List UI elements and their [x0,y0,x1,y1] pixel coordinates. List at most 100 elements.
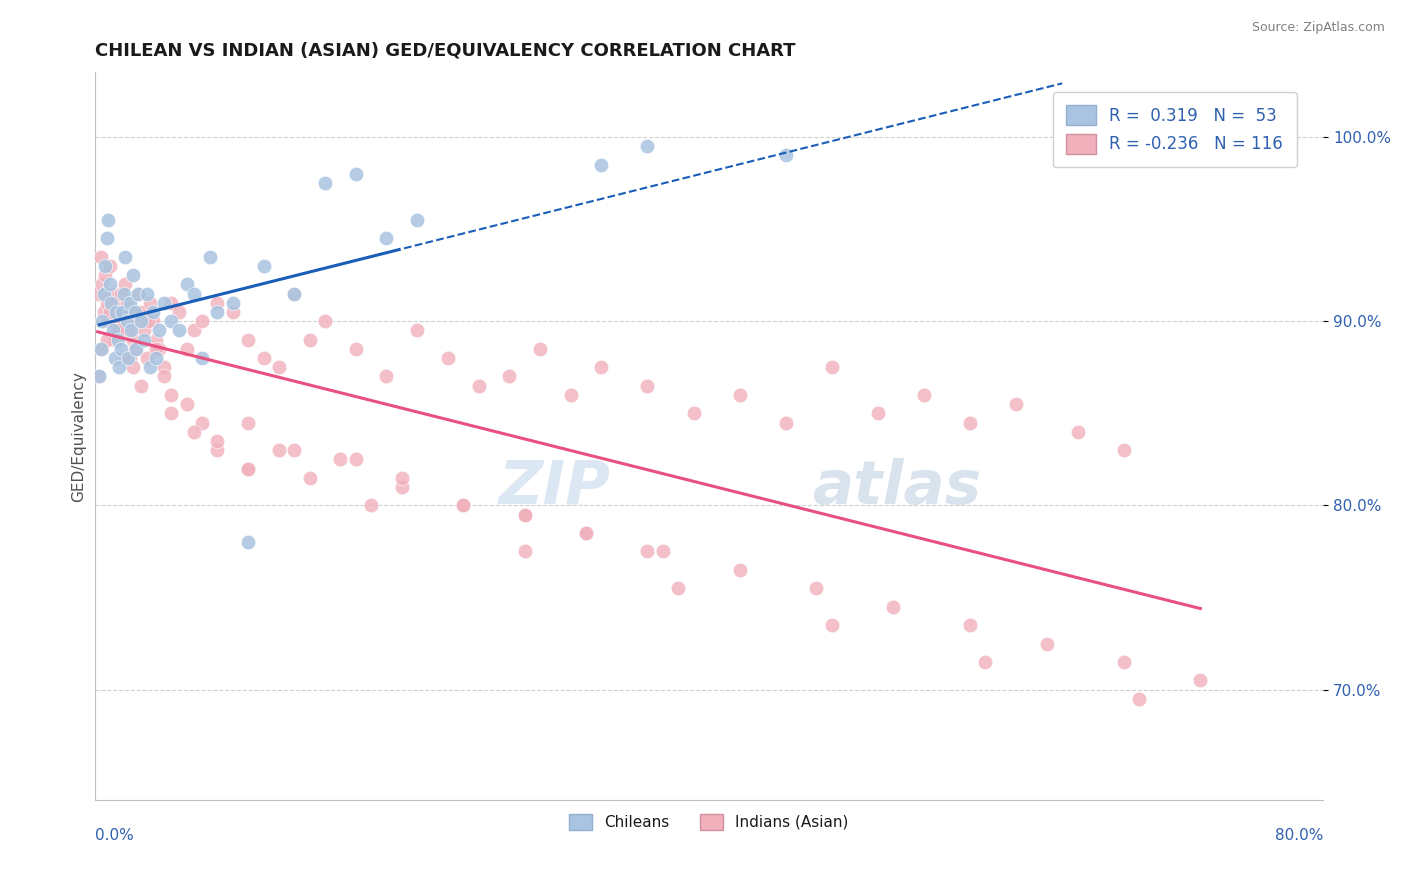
Point [124,305,146,319]
Point [98,305,121,319]
Point [110,286,132,301]
Point [959,618,981,632]
Point [375,231,398,245]
Y-axis label: GED/Equivalency: GED/Equivalency [72,371,86,502]
Point [682,406,704,420]
Point [136,314,159,328]
Point [167,305,190,319]
Point [651,544,673,558]
Point [391,471,413,485]
Point [86,286,108,301]
Point [139,360,162,375]
Point [129,378,152,392]
Point [176,397,198,411]
Point [207,305,229,319]
Point [96,333,118,347]
Point [114,250,136,264]
Point [238,416,260,430]
Point [591,157,613,171]
Point [91,342,114,356]
Point [93,305,115,319]
Point [238,461,260,475]
Point [344,167,367,181]
Point [127,286,149,301]
Point [160,406,183,420]
Point [821,618,844,632]
Point [238,535,260,549]
Point [96,295,118,310]
Point [160,314,183,328]
Point [108,323,131,337]
Point [101,323,124,337]
Point [866,406,889,420]
Point [142,305,165,319]
Point [98,277,121,292]
Point [912,388,935,402]
Point [114,277,136,292]
Point [191,351,214,365]
Point [148,342,170,356]
Point [637,378,659,392]
Point [1050,120,1073,135]
Point [283,286,305,301]
Point [498,369,520,384]
Point [129,314,152,328]
Point [575,526,598,541]
Point [107,323,129,337]
Point [103,351,125,365]
Point [129,305,152,319]
Point [127,286,149,301]
Point [112,286,135,301]
Point [974,655,997,669]
Point [108,360,131,375]
Point [666,582,689,596]
Point [145,333,167,347]
Point [267,360,290,375]
Point [125,342,148,356]
Point [135,351,157,365]
Point [100,286,122,301]
Point [89,369,111,384]
Point [160,388,183,402]
Point [142,314,165,328]
Point [728,388,751,402]
Point [252,351,274,365]
Point [111,305,134,319]
Point [125,314,148,328]
Point [451,499,474,513]
Point [91,314,114,328]
Point [298,471,321,485]
Point [314,176,336,190]
Point [1128,692,1150,706]
Point [513,508,536,522]
Point [467,378,489,392]
Point [135,286,157,301]
Point [391,480,413,494]
Point [238,461,260,475]
Point [183,323,205,337]
Point [222,295,245,310]
Point [117,323,139,337]
Point [344,452,367,467]
Point [94,268,117,282]
Point [1189,673,1212,688]
Point [139,295,162,310]
Point [1005,397,1028,411]
Point [406,323,429,337]
Point [90,250,112,264]
Point [115,295,138,310]
Point [375,369,398,384]
Text: ZIP: ZIP [499,458,610,516]
Point [775,148,797,162]
Point [100,295,122,310]
Point [513,544,536,558]
Point [117,351,139,365]
Point [145,342,167,356]
Point [728,563,751,577]
Point [360,499,382,513]
Point [96,231,118,245]
Point [97,212,120,227]
Point [238,333,260,347]
Text: 0.0%: 0.0% [94,828,134,843]
Point [148,323,170,337]
